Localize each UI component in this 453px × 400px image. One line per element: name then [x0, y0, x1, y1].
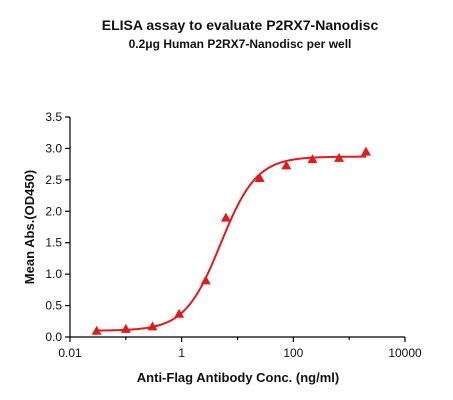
- axes: [69, 117, 405, 338]
- x-tick-label: 100: [283, 346, 303, 360]
- fit-curve: [96, 155, 366, 332]
- x-ticks: 0.01 1 100 10000: [58, 337, 422, 360]
- y-tick-label: 0.5: [45, 299, 62, 313]
- y-ticks: 0.0 0.5 1.0 1.5 2.0 2.5 3.0 3.5: [45, 110, 70, 344]
- data-point: [281, 160, 292, 170]
- x-tick-label: 1: [178, 346, 185, 360]
- y-tick-label: 3.5: [45, 110, 62, 124]
- chart-subtitle: 0.2μg Human P2RX7-Nanodisc per well: [129, 37, 352, 51]
- y-tick-label: 1.5: [45, 236, 62, 250]
- y-tick-label: 3.0: [45, 141, 62, 155]
- data-point: [147, 321, 158, 331]
- x-tick-label: 10000: [388, 346, 422, 360]
- data-point: [360, 146, 371, 156]
- data-point: [334, 152, 345, 162]
- data-point: [307, 154, 318, 164]
- data-point: [254, 172, 265, 182]
- data-point: [91, 325, 102, 335]
- y-tick-label: 0.0: [45, 330, 62, 344]
- data-point: [174, 308, 185, 318]
- data-point: [120, 323, 131, 333]
- data-points: [91, 146, 371, 335]
- data-point: [200, 275, 211, 285]
- y-tick-label: 2.0: [45, 204, 62, 218]
- y-axis-label: Mean Abs.(OD450): [22, 170, 37, 284]
- chart-title: ELISA assay to evaluate P2RX7-Nanodisc: [102, 17, 379, 33]
- x-tick-label: 0.01: [58, 346, 82, 360]
- x-axis-label: Anti-Flag Antibody Conc. (ng/ml): [137, 370, 339, 385]
- y-tick-label: 1.0: [45, 267, 62, 281]
- y-tick-label: 2.5: [45, 173, 62, 187]
- data-point: [220, 212, 231, 222]
